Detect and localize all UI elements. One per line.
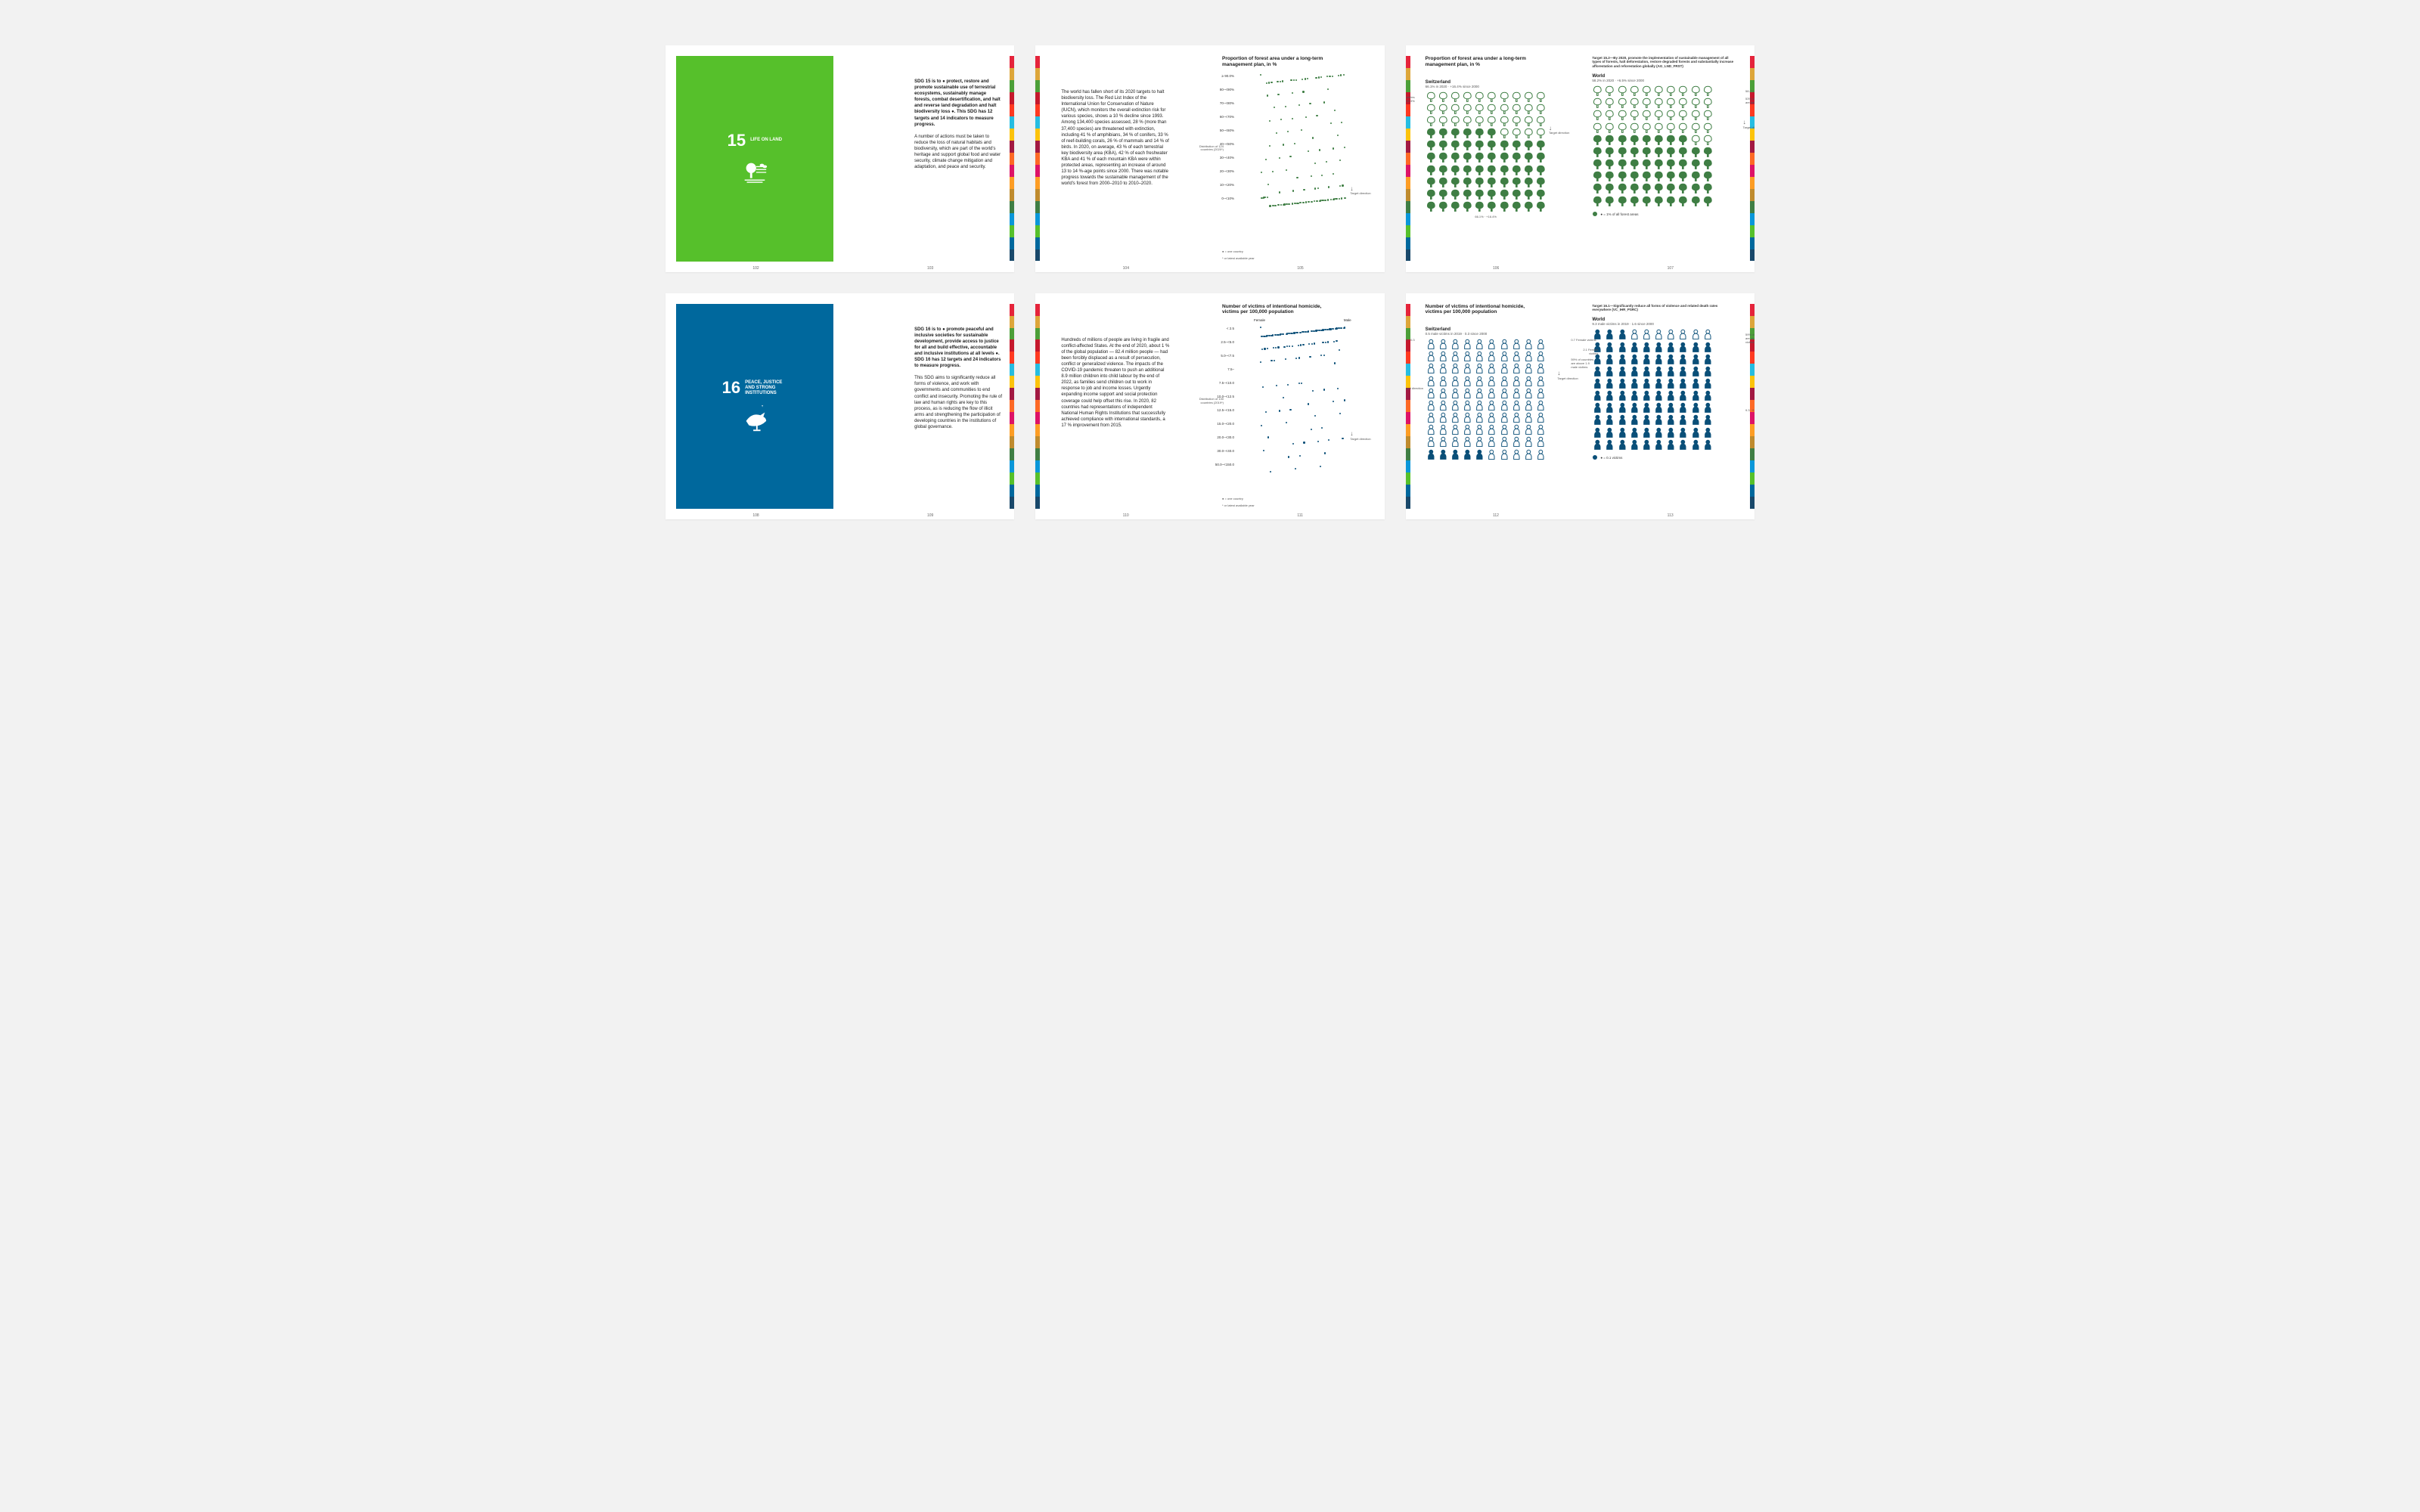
axis-label: Female (1254, 318, 1265, 322)
sdg15-body: The world has fallen short of its 2020 t… (1061, 89, 1169, 187)
target-arrow: Target direction (1350, 431, 1370, 441)
spread-sdg15-chart: The world has fallen short of its 2020 t… (1035, 45, 1384, 272)
person-icon (1592, 454, 1598, 460)
footnote: ● = one country (1222, 497, 1373, 500)
value-label: 2.1 Female victims (1575, 348, 1598, 355)
spread-sdg16-chart: Hundreds of millions of people are livin… (1035, 293, 1384, 520)
page-number: 108 (752, 513, 759, 518)
page-number: 104 (1123, 266, 1129, 271)
rainbow-strip (1035, 304, 1040, 510)
rainbow-strip (1750, 56, 1754, 262)
spread-sdg16-waffle: Number of victims of intentional homicid… (1406, 293, 1754, 520)
axis-label: Male (1344, 318, 1351, 322)
page-number: 106 (1493, 266, 1499, 271)
sdg15-block: 15 LIFE ON LAND (676, 56, 833, 262)
footnote: * or latest available year (1222, 256, 1373, 260)
page-sdg16-strip: Number of victims of intentional homicid… (1210, 293, 1385, 520)
spread-sdg16-intro: 16 PEACE, JUSTICE AND STRONG INSTITUTION… (666, 293, 1014, 520)
waffle-switzerland (1426, 91, 1547, 212)
page-number: 103 (927, 266, 933, 271)
page-number: 109 (927, 513, 933, 518)
page-number: 102 (752, 266, 759, 271)
page-number: 105 (1297, 266, 1303, 271)
page-sdg15-text: The world has fallen short of its 2020 t… (1035, 45, 1210, 272)
side-note: 53% of countries are below 53.3% (1745, 97, 1754, 104)
chart-title: Proportion of forest area under a long-t… (1426, 56, 1531, 68)
target-arrow: Target direction (1549, 125, 1569, 135)
spread-sdg15-intro: 15 LIFE ON LAND SDG 15 is to ● protect, … (666, 45, 1014, 272)
spread-grid: 15 LIFE ON LAND SDG 15 is to ● protect, … (666, 45, 1754, 519)
dove-icon (740, 405, 769, 434)
target-arrow: Target direction (1743, 119, 1754, 129)
dist-label: Distribution of 130 countries (2019*) (1193, 398, 1224, 404)
page-sdg16-waffle-left: Number of victims of intentional homicid… (1406, 293, 1581, 520)
page-number: 107 (1668, 266, 1674, 271)
rainbow-strip (1010, 56, 1014, 262)
page-sdg16-waffle-right: Target 16.1—Significantly reduce all for… (1580, 293, 1754, 520)
side-note: 59% of countries are above 2.1 victims (1745, 333, 1754, 344)
sdg16-intro-lead: SDG 16 is to ● promote peaceful and incl… (914, 327, 1002, 370)
sdg15-number: 15 (728, 131, 746, 150)
page-number: 113 (1668, 513, 1674, 518)
chart-title: Proportion of forest area under a long-t… (1222, 56, 1328, 68)
footnote: ● = one country (1222, 249, 1373, 253)
page-sdg16-text: Hundreds of millions of people are livin… (1035, 293, 1210, 520)
waffle-sub: 9.3 male victims in 2019 · 1.6 since 200… (1592, 322, 1742, 326)
tree-icon (740, 158, 769, 187)
value-label: 0.5 · 0.3 (1406, 338, 1415, 342)
waffle-switzerland (1426, 339, 1547, 460)
target-arrow: Target direction (1350, 186, 1370, 196)
sdg16-intro-body: This SDG aims to significantly reduce al… (914, 375, 1002, 430)
page-sdg15-block: 15 LIFE ON LAND (666, 45, 833, 272)
side-note: 53% of countries are below 53.3% (1406, 95, 1415, 103)
chart-title: Number of victims of intentional homicid… (1222, 304, 1328, 316)
footnote: * or latest available year (1222, 503, 1373, 507)
sdg16-block: 16 PEACE, JUSTICE AND STRONG INSTITUTION… (676, 304, 833, 510)
page-number: 112 (1493, 513, 1499, 518)
waffle-world (1592, 85, 1713, 206)
spread-sdg15-waffle: Proportion of forest area under a long-t… (1406, 45, 1754, 272)
chart-title: Number of victims of intentional homicid… (1426, 304, 1531, 316)
page-sdg16-intro: SDG 16 is to ● promote peaceful and incl… (833, 293, 1015, 520)
rainbow-strip (1406, 304, 1410, 510)
sdg15-intro-lead: SDG 15 is to ● protect, restore and prom… (914, 79, 1002, 128)
waffle-sub: 66.1% in 2020 · +16.4% since 2000 (1426, 85, 1568, 88)
sdg16-body: Hundreds of millions of people are livin… (1061, 337, 1169, 429)
page-number: 111 (1297, 513, 1303, 518)
legend: ● = 0.1 victims (1592, 454, 1742, 460)
page-sdg16-block: 16 PEACE, JUSTICE AND STRONG INSTITUTION… (666, 293, 833, 520)
tree-icon (1592, 211, 1598, 217)
legend: ● = 1% of all forest areas (1592, 211, 1742, 217)
sdg15-intro-body: A number of actions must be taken to red… (914, 134, 1002, 171)
sdg16-name: PEACE, JUSTICE AND STRONG INSTITUTIONS (745, 380, 787, 395)
waffle-sub: 58.2% in 2020 · +6.5% since 2000 (1592, 79, 1742, 82)
target-note: Target 16.1—Significantly reduce all for… (1592, 304, 1736, 312)
waffle-sub: 0.5 male victims in 2019 · 0.3 since 200… (1426, 332, 1568, 336)
waffle-world (1592, 329, 1713, 450)
strip-chart-homicide: Distribution of 130 countries (2019*) Ta… (1237, 325, 1351, 494)
target-arrow: Target direction (1406, 380, 1423, 390)
value-label: 58.2% · +6.5% (1745, 89, 1754, 93)
target-note: Target 15.2—By 2020, promote the impleme… (1592, 56, 1736, 68)
sdg16-number: 16 (722, 378, 740, 398)
page-sdg15-waffle-right: Target 15.2—By 2020, promote the impleme… (1580, 45, 1754, 272)
rainbow-strip (1010, 304, 1014, 510)
sdg15-name: LIFE ON LAND (750, 138, 782, 143)
page-sdg15-strip: Proportion of forest area under a long-t… (1210, 45, 1385, 272)
rainbow-strip (1035, 56, 1040, 262)
page-number: 110 (1123, 513, 1129, 518)
strip-chart-forest: Distribution of 124 countries (2020*) Ta… (1237, 73, 1351, 246)
delta-label: 66.1% · +16.4% (1426, 215, 1547, 218)
dist-label: Distribution of 124 countries (2020*) (1193, 145, 1224, 152)
target-arrow: Target direction (1557, 370, 1578, 380)
value-label: 9.3 · 0.0 (1745, 408, 1754, 412)
rainbow-strip (1406, 56, 1410, 262)
page-sdg15-intro: SDG 15 is to ● protect, restore and prom… (833, 45, 1015, 272)
page-sdg15-waffle-left: Proportion of forest area under a long-t… (1406, 45, 1581, 272)
